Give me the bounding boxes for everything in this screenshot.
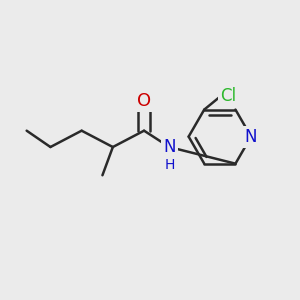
Text: H: H	[164, 158, 175, 172]
Text: O: O	[137, 92, 151, 110]
Text: N: N	[245, 128, 257, 146]
Text: N: N	[163, 138, 176, 156]
Text: Cl: Cl	[220, 87, 236, 105]
